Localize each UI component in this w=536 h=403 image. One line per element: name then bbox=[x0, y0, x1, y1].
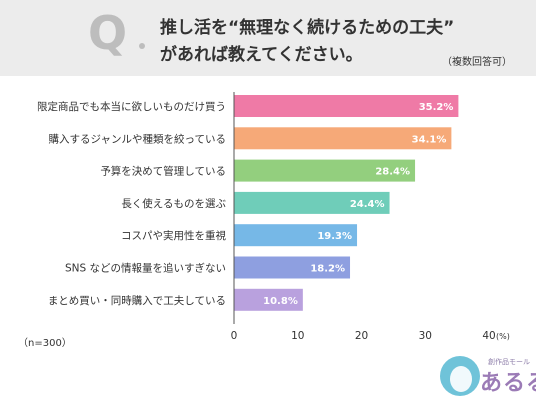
value-label-4: 24.4% bbox=[350, 199, 385, 210]
bar-6 bbox=[234, 256, 351, 279]
x-tick-label-20: 20 bbox=[355, 330, 368, 342]
value-label-2: 34.1% bbox=[412, 134, 447, 145]
bar-5 bbox=[234, 224, 358, 247]
value-label-3: 28.4% bbox=[375, 167, 410, 178]
x-tick-label-0: 0 bbox=[231, 330, 238, 342]
category-label-4: 長く使えるものを選ぶ bbox=[121, 197, 226, 210]
brand-logo: 創作品モール あるる bbox=[436, 354, 536, 400]
x-tick-label-10: 10 bbox=[291, 330, 304, 342]
question-title-line1: 推し活を“無理なく続けるための工夫” bbox=[160, 18, 455, 38]
multiple-answer-note: （複数回答可） bbox=[442, 57, 512, 68]
category-label-5: コスパや実用性を重視 bbox=[121, 229, 226, 242]
value-label-7: 10.8% bbox=[263, 296, 298, 307]
category-label-6: SNS などの情報量を追いすぎない bbox=[65, 262, 226, 275]
q-mark: Q bbox=[88, 6, 127, 60]
category-label-2: 購入するジャンルや種類を絞っている bbox=[49, 132, 226, 145]
x-unit-label: (%) bbox=[496, 332, 510, 341]
category-label-3: 予算を決めて管理している bbox=[100, 165, 226, 178]
value-label-6: 18.2% bbox=[310, 264, 345, 275]
bar-1 bbox=[234, 95, 459, 117]
x-tick-label-40: 40 bbox=[482, 330, 495, 342]
logo-subtext: 創作品モール bbox=[488, 358, 530, 366]
value-label-1: 35.2% bbox=[419, 102, 454, 113]
question-title-line2: があれば教えてください。 bbox=[160, 45, 363, 65]
value-label-5: 19.3% bbox=[317, 231, 352, 242]
category-label-1: 限定商品でも本当に欲しいものだけ買う bbox=[37, 100, 226, 113]
sample-size: （n=300） bbox=[18, 338, 72, 349]
q-dot bbox=[139, 43, 145, 49]
bar-3 bbox=[234, 159, 416, 182]
bar-4 bbox=[234, 191, 390, 214]
question-header: Q 推し活を“無理なく続けるための工夫” があれば教えてください。 （複数回答可… bbox=[0, 0, 536, 76]
logo-main-text: あるる bbox=[480, 371, 536, 396]
x-tick-label-30: 30 bbox=[419, 330, 432, 342]
bar-7 bbox=[234, 288, 303, 311]
logo-mascot-face-icon bbox=[450, 366, 472, 392]
category-label-7: まとめ買い・同時購入で工夫している bbox=[48, 294, 226, 307]
bar-2 bbox=[234, 127, 452, 150]
